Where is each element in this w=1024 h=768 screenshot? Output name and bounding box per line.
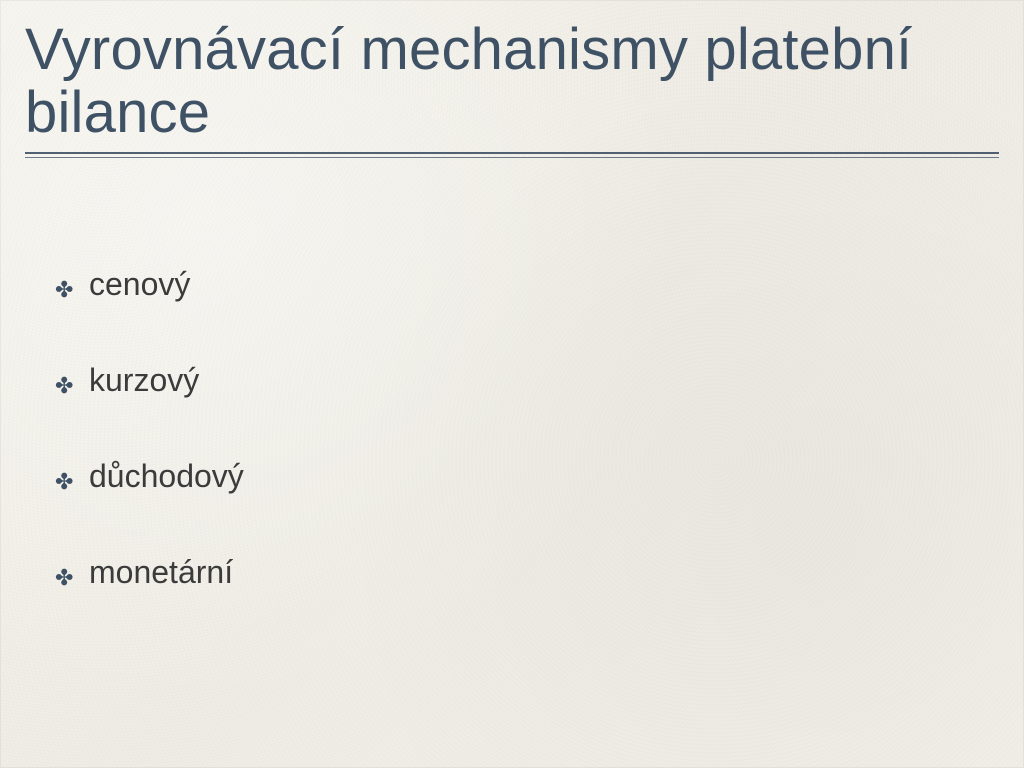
rule-top (25, 152, 999, 154)
slide: Vyrovnávací mechanismy platební bilance … (1, 1, 1023, 767)
title-underline (25, 152, 999, 158)
list-item-label: monetární (89, 556, 233, 588)
list-item: ✤ kurzový (55, 364, 999, 396)
slide-title: Vyrovnávací mechanismy platební bilance (25, 19, 999, 144)
list-item-label: důchodový (89, 460, 244, 492)
list-item: ✤ cenový (55, 268, 999, 300)
list-item-label: cenový (89, 268, 190, 300)
maltese-cross-icon: ✤ (55, 279, 89, 301)
list-item: ✤ monetární (55, 556, 999, 588)
list-item: ✤ důchodový (55, 460, 999, 492)
maltese-cross-icon: ✤ (55, 471, 89, 493)
bullet-list: ✤ cenový ✤ kurzový ✤ důchodový ✤ monetár… (25, 268, 999, 588)
maltese-cross-icon: ✤ (55, 375, 89, 397)
list-item-label: kurzový (89, 364, 199, 396)
rule-bottom (25, 157, 999, 158)
maltese-cross-icon: ✤ (55, 567, 89, 589)
